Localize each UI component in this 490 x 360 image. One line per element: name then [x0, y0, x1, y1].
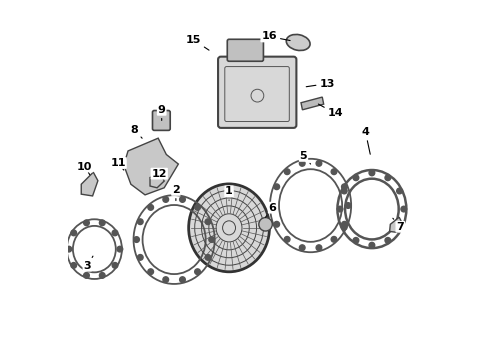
Circle shape — [337, 206, 343, 212]
Text: 16: 16 — [261, 31, 290, 41]
Circle shape — [385, 175, 391, 181]
FancyBboxPatch shape — [227, 39, 264, 61]
Circle shape — [369, 170, 375, 176]
Text: 15: 15 — [186, 35, 209, 50]
Circle shape — [401, 206, 407, 212]
Polygon shape — [150, 174, 164, 188]
Circle shape — [180, 197, 185, 202]
Circle shape — [342, 184, 347, 190]
Circle shape — [117, 246, 122, 252]
Circle shape — [397, 224, 402, 230]
Text: 14: 14 — [318, 104, 343, 118]
Text: 12: 12 — [151, 168, 167, 179]
Circle shape — [284, 237, 290, 242]
Circle shape — [137, 219, 143, 225]
Circle shape — [331, 237, 337, 242]
Circle shape — [345, 203, 351, 208]
Circle shape — [353, 238, 359, 243]
Circle shape — [342, 224, 347, 230]
Text: 7: 7 — [393, 218, 404, 232]
Circle shape — [331, 169, 337, 175]
Circle shape — [99, 220, 105, 226]
Circle shape — [112, 262, 118, 268]
Circle shape — [180, 277, 185, 283]
Circle shape — [316, 245, 322, 251]
Text: 9: 9 — [158, 105, 166, 121]
Circle shape — [71, 262, 76, 268]
Circle shape — [205, 219, 211, 225]
Circle shape — [299, 161, 305, 166]
Circle shape — [259, 217, 272, 231]
Circle shape — [163, 197, 169, 202]
Text: 6: 6 — [266, 203, 276, 217]
Circle shape — [163, 277, 169, 283]
Ellipse shape — [189, 184, 270, 272]
Circle shape — [369, 242, 375, 248]
Circle shape — [397, 188, 402, 194]
Polygon shape — [390, 217, 403, 233]
Text: 11: 11 — [110, 158, 126, 170]
Circle shape — [137, 255, 143, 260]
Circle shape — [84, 220, 89, 226]
FancyBboxPatch shape — [152, 111, 170, 130]
Polygon shape — [81, 172, 98, 196]
Circle shape — [284, 169, 290, 175]
Circle shape — [353, 175, 359, 181]
Text: 1: 1 — [225, 186, 233, 200]
Circle shape — [385, 238, 391, 243]
Circle shape — [148, 204, 153, 210]
Circle shape — [148, 269, 153, 275]
Circle shape — [84, 273, 89, 278]
Text: 4: 4 — [362, 127, 370, 154]
Circle shape — [99, 273, 105, 278]
Circle shape — [71, 230, 76, 236]
Circle shape — [270, 203, 276, 208]
Polygon shape — [301, 97, 324, 110]
Circle shape — [209, 237, 215, 242]
Text: 5: 5 — [300, 151, 311, 164]
Text: 13: 13 — [306, 78, 335, 89]
Text: 10: 10 — [77, 162, 93, 175]
Circle shape — [274, 184, 280, 190]
Circle shape — [299, 245, 305, 251]
Circle shape — [66, 246, 72, 252]
Circle shape — [112, 230, 118, 236]
Text: 3: 3 — [83, 256, 93, 271]
Circle shape — [342, 221, 347, 227]
Circle shape — [316, 161, 322, 166]
Ellipse shape — [286, 35, 310, 50]
Circle shape — [195, 204, 200, 210]
Circle shape — [195, 269, 200, 275]
Circle shape — [205, 255, 211, 260]
Text: 2: 2 — [172, 185, 180, 201]
Text: 8: 8 — [130, 125, 142, 138]
Circle shape — [134, 237, 139, 242]
Polygon shape — [124, 138, 178, 195]
Circle shape — [274, 221, 280, 227]
FancyBboxPatch shape — [218, 57, 296, 128]
Circle shape — [342, 188, 347, 194]
